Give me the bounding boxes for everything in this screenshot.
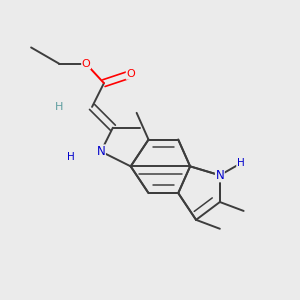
Text: N: N (97, 145, 105, 158)
Text: N: N (215, 169, 224, 182)
Text: H: H (55, 102, 64, 112)
Text: O: O (126, 69, 135, 79)
Text: O: O (82, 59, 91, 69)
Text: H: H (237, 158, 244, 168)
Text: H: H (68, 152, 75, 162)
